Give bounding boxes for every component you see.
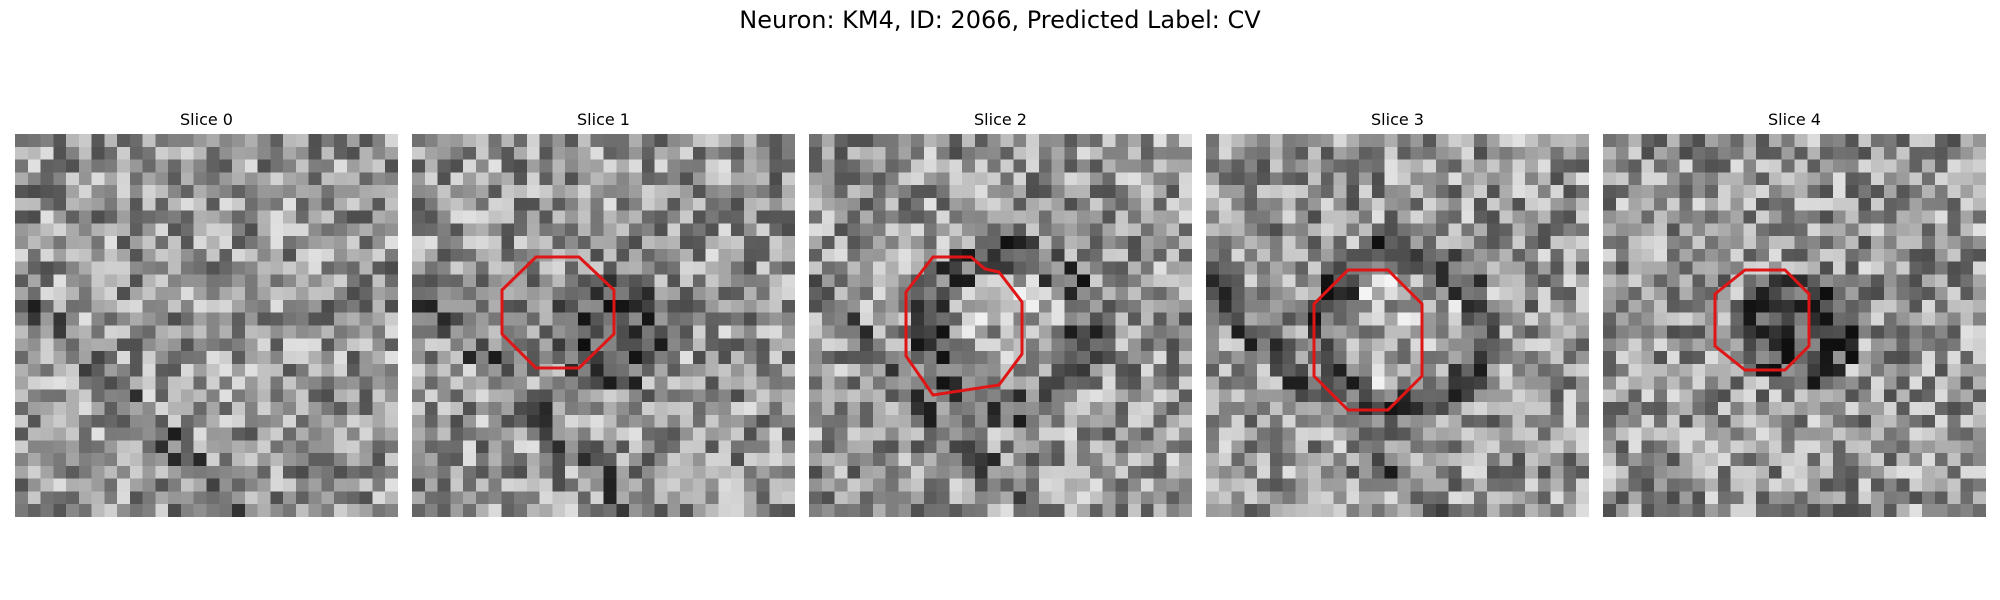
roi-octagon-outline	[904, 255, 1024, 397]
slice-image-2	[809, 134, 1192, 517]
slice-overlay-4	[1713, 268, 1811, 372]
slice-pixel-grid-1	[412, 134, 795, 517]
slice-pixel-grid-4	[1603, 134, 1986, 517]
slice-pixel-grid-0	[15, 134, 398, 517]
slice-title-3: Slice 3	[1371, 110, 1424, 129]
slice-overlay-2	[904, 255, 1024, 397]
slice-image-4	[1603, 134, 1986, 517]
slice-pixel-grid-2	[809, 134, 1192, 517]
slice-panel-2: Slice 2	[809, 110, 1192, 518]
slice-panel-3: Slice 3	[1206, 110, 1589, 518]
slice-panel-1: Slice 1	[412, 110, 795, 518]
slice-overlay-1	[500, 255, 616, 370]
slice-image-1	[412, 134, 795, 517]
slice-title-4: Slice 4	[1768, 110, 1821, 129]
roi-octagon-outline	[500, 255, 616, 370]
slice-title-2: Slice 2	[974, 110, 1027, 129]
slice-title-0: Slice 0	[180, 110, 233, 129]
slice-panel-4: Slice 4	[1603, 110, 1986, 518]
slice-overlay-0	[15, 134, 398, 517]
slice-pixel-grid-3	[1206, 134, 1589, 517]
slice-image-3	[1206, 134, 1589, 517]
slice-image-0	[15, 134, 398, 517]
slice-title-1: Slice 1	[577, 110, 630, 129]
roi-octagon-outline	[1713, 268, 1811, 372]
figure-title: Neuron: KM4, ID: 2066, Predicted Label: …	[739, 6, 1261, 34]
roi-octagon-outline	[1312, 268, 1424, 412]
slice-overlay-3	[1312, 268, 1424, 412]
slice-panel-0: Slice 0	[15, 110, 398, 518]
